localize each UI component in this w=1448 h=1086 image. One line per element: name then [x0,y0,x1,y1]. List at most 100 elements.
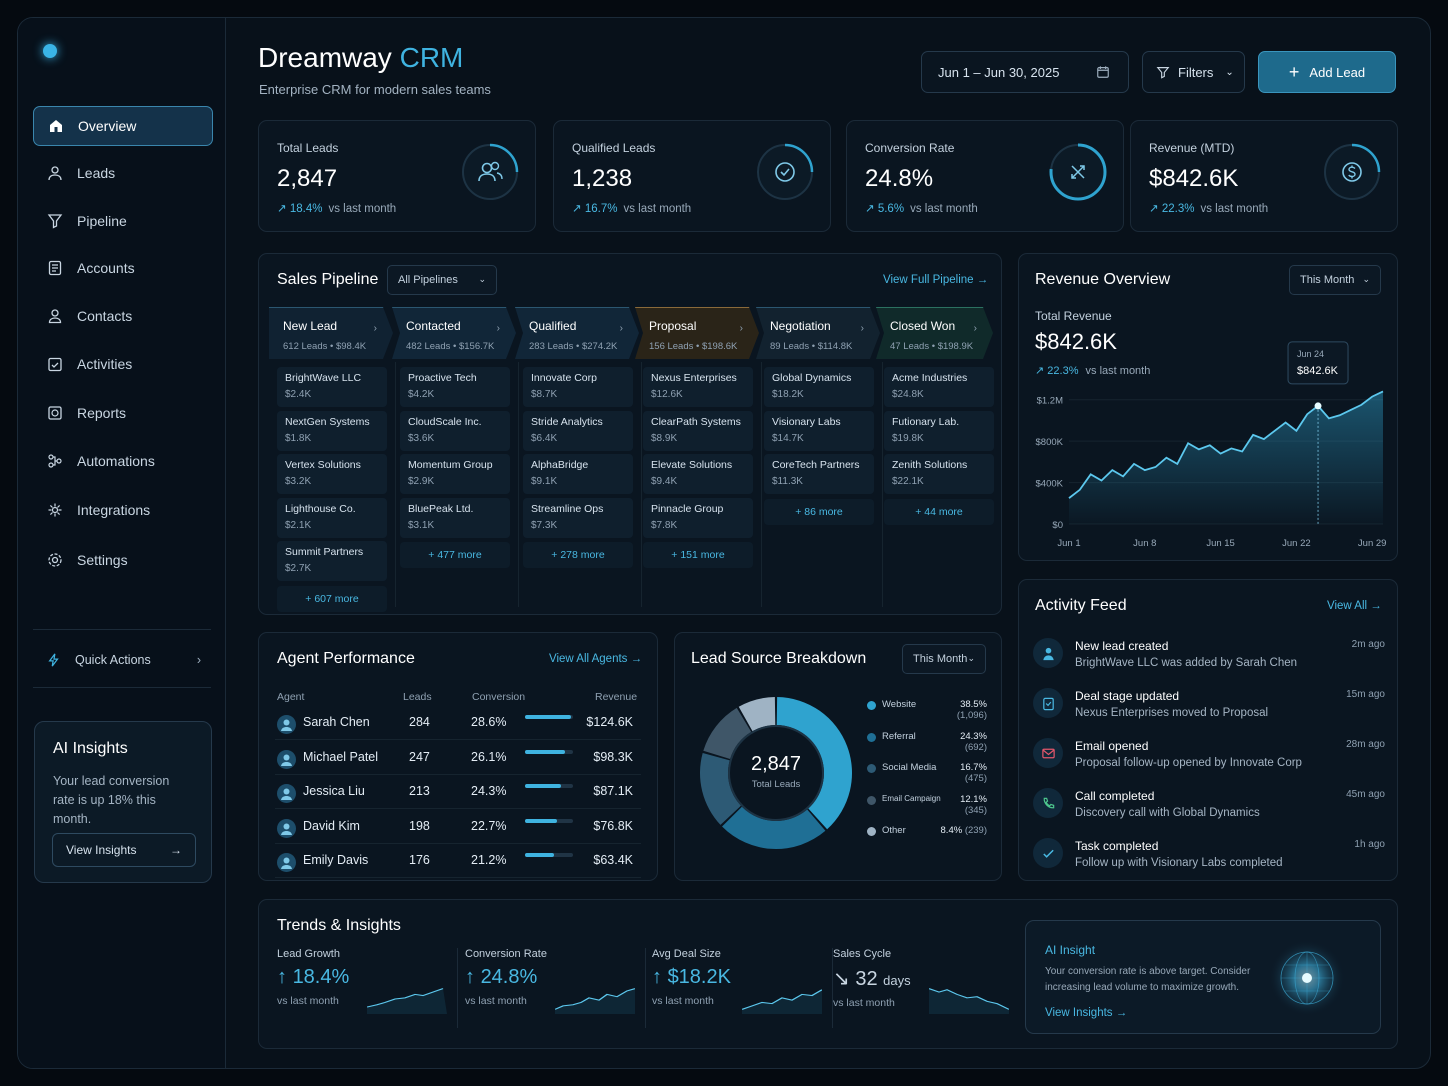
activity-title: Call completed [1075,789,1155,803]
lead-card[interactable]: Lighthouse Co. $2.1K [277,497,387,538]
date-range-picker[interactable]: Jun 1 – Jun 30, 2025 [921,51,1129,93]
stage-qualified[interactable]: Qualified 283 Leads • $274.2K › [515,307,639,359]
lead-card[interactable]: Summit Partners $2.7K [277,541,387,582]
sidebar-item-settings[interactable]: Settings [33,540,213,580]
show-more-button[interactable]: + 44 more [884,498,994,525]
leads-column-header: Leads [403,691,432,703]
lead-card[interactable]: Visionary Labs $14.7K [764,410,874,451]
lead-name: CoreTech Partners [772,459,860,472]
stage-meta: 482 Leads • $156.7K [406,341,495,352]
calendar-check-icon [47,356,63,372]
show-more-button[interactable]: + 477 more [400,542,510,569]
stage-new-lead[interactable]: New Lead 612 Leads • $98.4K › [269,307,393,359]
sidebar-item-pipeline[interactable]: Pipeline [33,201,213,241]
agent-conversion: 21.2% [471,853,507,867]
lead-card[interactable]: Nexus Enterprises $12.6K [643,367,753,407]
lead-card[interactable]: Momentum Group $2.9K [400,454,510,495]
lead-card[interactable]: AlphaBridge $9.1K [523,454,633,495]
lead-card[interactable]: BluePeak Ltd. $3.1K [400,497,510,538]
lead-card[interactable]: Zenith Solutions $22.1K [884,454,994,495]
lead-card[interactable]: Stride Analytics $6.4K [523,410,633,451]
table-row[interactable]: Sarah Chen 284 28.6% $124.6K [275,706,641,740]
view-all-activity-link[interactable]: View All → [1327,600,1382,612]
sidebar-item-leads[interactable]: Leads [33,153,213,193]
activity-subtitle: Follow up with Visionary Labs completed [1075,857,1283,869]
lead-card[interactable]: CoreTech Partners $11.3K [764,454,874,495]
conversion-bar-fill [525,715,571,719]
show-more-button[interactable]: + 607 more [277,586,387,612]
lead-card[interactable]: Global Dynamics $18.2K [764,367,874,407]
conversion-column-header: Conversion [472,691,526,703]
lead-card[interactable]: Proactive Tech $4.2K [400,367,510,407]
legend-name: Website [882,699,917,710]
sidebar-item-label: Leads [77,165,116,181]
sidebar-item-contacts[interactable]: Contacts [33,296,213,336]
show-more-button[interactable]: + 151 more [643,542,753,569]
activity-item[interactable]: Email opened Proposal follow-up opened by… [1033,734,1385,782]
activity-feed-card: Activity Feed View All → New lead create… [1018,579,1398,881]
add-lead-button[interactable]: + Add Lead [1258,51,1396,93]
quick-actions-button[interactable]: Quick Actions › [33,645,213,675]
activity-subtitle: BrightWave LLC was added by Sarah Chen [1075,657,1298,669]
lead-card[interactable]: Pinnacle Group $7.8K [643,497,753,538]
activity-time: 15m ago [1346,689,1385,700]
table-row[interactable]: David Kim 198 22.7% $76.8K [275,810,641,844]
show-more-button[interactable]: + 278 more [523,542,633,569]
view-all-agents-link[interactable]: View All Agents → [549,653,643,665]
sidebar-item-reports[interactable]: Reports [33,393,213,433]
donut-slice-referral[interactable] [722,806,826,849]
add-lead-label: Add Lead [1309,64,1366,80]
table-row[interactable]: Emily Davis 176 21.2% $63.4K [275,844,641,878]
lead-card[interactable]: ClearPath Systems $8.9K [643,410,753,451]
donut-slice-social-media[interactable] [700,752,741,825]
donut-slice-website[interactable] [776,697,852,830]
ai-insight-text: Your conversion rate is above target. Co… [1045,966,1251,993]
revenue-period-select[interactable]: This Month ⌄ [1289,265,1381,295]
view-insights-button[interactable]: View Insights → [52,833,196,867]
kpi-value: $842.6K [1149,165,1239,192]
legend-percent: 38.5% [960,699,987,710]
lead-card[interactable]: Innovate Corp $8.7K [523,367,633,407]
pipeline-select[interactable]: All Pipelines ⌄ [387,265,497,295]
table-row[interactable]: Michael Patel 247 26.1% $98.3K [275,741,641,775]
donut-slice-email-campaign[interactable] [703,707,752,759]
stage-closed-won[interactable]: Closed Won 47 Leads • $198.9K › [876,307,993,359]
lead-card[interactable]: BrightWave LLC $2.4K [277,367,387,407]
stage-negotiation[interactable]: Negotiation 89 Leads • $114.8K › [756,307,880,359]
lead-name: Summit Partners [285,546,364,559]
stage-contacted[interactable]: Contacted 482 Leads • $156.7K › [392,307,516,359]
donut-slice-other[interactable] [738,697,776,732]
activity-item[interactable]: Deal stage updated Nexus Enterprises move… [1033,684,1385,732]
stage-proposal[interactable]: Proposal 156 Leads • $198.6K › [635,307,759,359]
sidebar-item-overview[interactable]: Overview [33,106,213,146]
lead-card[interactable]: NextGen Systems $1.8K [277,410,387,451]
sidebar-item-automations[interactable]: Automations [33,441,213,481]
building-icon [47,260,63,276]
activity-item[interactable]: Task completed Follow up with Visionary L… [1033,834,1385,882]
revenue-overview-title: Revenue Overview [1035,271,1171,288]
lead-source-period-select[interactable]: This Month ⌄ [902,644,986,674]
lead-card[interactable]: Streamline Ops $7.3K [523,497,633,538]
lead-name: Nexus Enterprises [651,372,737,384]
view-insights-link[interactable]: View Insights → [1045,1007,1128,1019]
sidebar-item-activities[interactable]: Activities [33,344,213,384]
activity-item[interactable]: Call completed Discovery call with Global… [1033,784,1385,832]
lead-card[interactable]: Vertex Solutions $3.2K [277,454,387,495]
lead-card[interactable]: Elevate Solutions $9.4K [643,454,753,495]
lead-card[interactable]: Acme Industries $24.8K [884,367,994,407]
lead-card[interactable]: Futionary Lab. $19.8K [884,410,994,451]
activity-item[interactable]: New lead created BrightWave LLC was added… [1033,634,1385,682]
view-full-pipeline-link[interactable]: View Full Pipeline → [883,274,989,286]
conversion-bar [525,749,573,754]
lead-amount: $22.1K [892,476,924,488]
view-insights-link-label: View Insights [1045,1007,1113,1019]
show-more-button[interactable]: + 86 more [764,498,874,525]
sidebar-item-accounts[interactable]: Accounts [33,248,213,288]
filters-button[interactable]: Filters ⌄ [1142,51,1245,93]
lead-card[interactable]: CloudScale Inc. $3.6K [400,410,510,451]
conversion-bar-fill [525,818,557,823]
sidebar-item-integrations[interactable]: Integrations [33,490,213,530]
trend-value: ↑ 24.8% [465,966,635,989]
table-row[interactable]: Jessica Liu 213 24.3% $87.1K [275,775,641,809]
agent-performance-title: Agent Performance [277,650,415,667]
